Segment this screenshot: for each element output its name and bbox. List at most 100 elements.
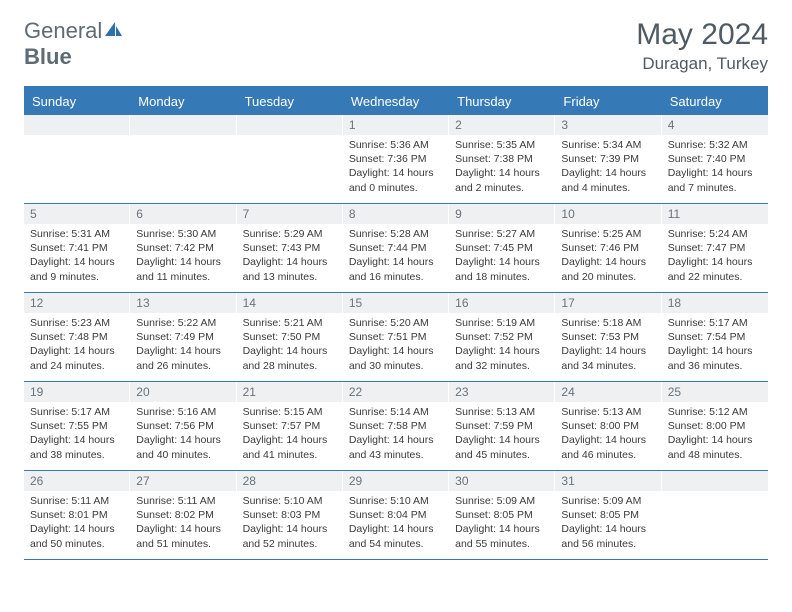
daylight-line: Daylight: 14 hours and 40 minutes. xyxy=(136,433,230,461)
day-number: 14 xyxy=(237,293,343,313)
sunrise-line: Sunrise: 5:29 AM xyxy=(243,227,337,241)
sunrise-line: Sunrise: 5:24 AM xyxy=(668,227,762,241)
sunrise-line: Sunrise: 5:13 AM xyxy=(561,405,655,419)
calendar-cell: 22Sunrise: 5:14 AMSunset: 7:58 PMDayligh… xyxy=(343,382,449,470)
daylight-line: Daylight: 14 hours and 45 minutes. xyxy=(455,433,549,461)
day-info: Sunrise: 5:17 AMSunset: 7:55 PMDaylight:… xyxy=(24,402,130,467)
day-info: Sunrise: 5:10 AMSunset: 8:03 PMDaylight:… xyxy=(237,491,343,556)
calendar-cell: 17Sunrise: 5:18 AMSunset: 7:53 PMDayligh… xyxy=(555,293,661,381)
daylight-line: Daylight: 14 hours and 20 minutes. xyxy=(561,255,655,283)
calendar-cell: 27Sunrise: 5:11 AMSunset: 8:02 PMDayligh… xyxy=(130,471,236,559)
day-info: Sunrise: 5:35 AMSunset: 7:38 PMDaylight:… xyxy=(449,135,555,200)
location: Duragan, Turkey xyxy=(636,54,768,74)
calendar-cell: 1Sunrise: 5:36 AMSunset: 7:36 PMDaylight… xyxy=(343,115,449,203)
day-info: Sunrise: 5:09 AMSunset: 8:05 PMDaylight:… xyxy=(449,491,555,556)
sunset-line: Sunset: 7:57 PM xyxy=(243,419,337,433)
daylight-line: Daylight: 14 hours and 13 minutes. xyxy=(243,255,337,283)
day-number: 29 xyxy=(343,471,449,491)
day-info: Sunrise: 5:34 AMSunset: 7:39 PMDaylight:… xyxy=(555,135,661,200)
day-info: Sunrise: 5:17 AMSunset: 7:54 PMDaylight:… xyxy=(662,313,768,378)
calendar-cell: 15Sunrise: 5:20 AMSunset: 7:51 PMDayligh… xyxy=(343,293,449,381)
day-info: Sunrise: 5:18 AMSunset: 7:53 PMDaylight:… xyxy=(555,313,661,378)
logo-text: GeneralBlue xyxy=(24,18,124,70)
logo-part1: General xyxy=(24,18,102,43)
calendar-cell: 21Sunrise: 5:15 AMSunset: 7:57 PMDayligh… xyxy=(237,382,343,470)
day-number: 28 xyxy=(237,471,343,491)
calendar-cell: 2Sunrise: 5:35 AMSunset: 7:38 PMDaylight… xyxy=(449,115,555,203)
daylight-line: Daylight: 14 hours and 0 minutes. xyxy=(349,166,443,194)
day-number: 16 xyxy=(449,293,555,313)
sunrise-line: Sunrise: 5:27 AM xyxy=(455,227,549,241)
daylight-line: Daylight: 14 hours and 54 minutes. xyxy=(349,522,443,550)
calendar-cell xyxy=(237,115,343,203)
day-number: 11 xyxy=(662,204,768,224)
calendar-cell: 10Sunrise: 5:25 AMSunset: 7:46 PMDayligh… xyxy=(555,204,661,292)
day-number: 6 xyxy=(130,204,236,224)
sunrise-line: Sunrise: 5:09 AM xyxy=(455,494,549,508)
day-number: 13 xyxy=(130,293,236,313)
daylight-line: Daylight: 14 hours and 22 minutes. xyxy=(668,255,762,283)
daylight-line: Daylight: 14 hours and 38 minutes. xyxy=(30,433,124,461)
sunset-line: Sunset: 8:01 PM xyxy=(30,508,124,522)
day-info: Sunrise: 5:21 AMSunset: 7:50 PMDaylight:… xyxy=(237,313,343,378)
sunset-line: Sunset: 7:39 PM xyxy=(561,152,655,166)
week-row: 26Sunrise: 5:11 AMSunset: 8:01 PMDayligh… xyxy=(24,471,768,560)
sunset-line: Sunset: 8:05 PM xyxy=(455,508,549,522)
sunrise-line: Sunrise: 5:10 AM xyxy=(349,494,443,508)
sunset-line: Sunset: 7:47 PM xyxy=(668,241,762,255)
day-number: 12 xyxy=(24,293,130,313)
day-number: 19 xyxy=(24,382,130,402)
day-number: 22 xyxy=(343,382,449,402)
sunrise-line: Sunrise: 5:17 AM xyxy=(668,316,762,330)
sunrise-line: Sunrise: 5:21 AM xyxy=(243,316,337,330)
day-number: 20 xyxy=(130,382,236,402)
sunrise-line: Sunrise: 5:14 AM xyxy=(349,405,443,419)
calendar-cell: 7Sunrise: 5:29 AMSunset: 7:43 PMDaylight… xyxy=(237,204,343,292)
sunset-line: Sunset: 7:54 PM xyxy=(668,330,762,344)
sunrise-line: Sunrise: 5:28 AM xyxy=(349,227,443,241)
sunrise-line: Sunrise: 5:11 AM xyxy=(136,494,230,508)
week-row: 19Sunrise: 5:17 AMSunset: 7:55 PMDayligh… xyxy=(24,382,768,471)
sunset-line: Sunset: 7:43 PM xyxy=(243,241,337,255)
day-info: Sunrise: 5:24 AMSunset: 7:47 PMDaylight:… xyxy=(662,224,768,289)
daylight-line: Daylight: 14 hours and 24 minutes. xyxy=(30,344,124,372)
day-header: Sunday xyxy=(24,88,130,115)
sunset-line: Sunset: 7:52 PM xyxy=(455,330,549,344)
daylight-line: Daylight: 14 hours and 30 minutes. xyxy=(349,344,443,372)
calendar-cell: 5Sunrise: 5:31 AMSunset: 7:41 PMDaylight… xyxy=(24,204,130,292)
day-info: Sunrise: 5:30 AMSunset: 7:42 PMDaylight:… xyxy=(130,224,236,289)
day-number: 9 xyxy=(449,204,555,224)
day-number: 21 xyxy=(237,382,343,402)
daylight-line: Daylight: 14 hours and 34 minutes. xyxy=(561,344,655,372)
sunrise-line: Sunrise: 5:15 AM xyxy=(243,405,337,419)
day-info: Sunrise: 5:11 AMSunset: 8:02 PMDaylight:… xyxy=(130,491,236,556)
day-info: Sunrise: 5:09 AMSunset: 8:05 PMDaylight:… xyxy=(555,491,661,556)
day-header: Saturday xyxy=(662,88,768,115)
day-number xyxy=(662,471,768,491)
logo-part2: Blue xyxy=(24,44,72,69)
day-info: Sunrise: 5:23 AMSunset: 7:48 PMDaylight:… xyxy=(24,313,130,378)
day-number: 8 xyxy=(343,204,449,224)
day-info: Sunrise: 5:20 AMSunset: 7:51 PMDaylight:… xyxy=(343,313,449,378)
daylight-line: Daylight: 14 hours and 43 minutes. xyxy=(349,433,443,461)
day-number: 10 xyxy=(555,204,661,224)
sunset-line: Sunset: 7:42 PM xyxy=(136,241,230,255)
daylight-line: Daylight: 14 hours and 55 minutes. xyxy=(455,522,549,550)
day-info: Sunrise: 5:36 AMSunset: 7:36 PMDaylight:… xyxy=(343,135,449,200)
day-info: Sunrise: 5:13 AMSunset: 8:00 PMDaylight:… xyxy=(555,402,661,467)
daylight-line: Daylight: 14 hours and 18 minutes. xyxy=(455,255,549,283)
calendar-cell: 30Sunrise: 5:09 AMSunset: 8:05 PMDayligh… xyxy=(449,471,555,559)
sunset-line: Sunset: 8:00 PM xyxy=(668,419,762,433)
day-number: 1 xyxy=(343,115,449,135)
sunrise-line: Sunrise: 5:18 AM xyxy=(561,316,655,330)
calendar-cell: 18Sunrise: 5:17 AMSunset: 7:54 PMDayligh… xyxy=(662,293,768,381)
calendar-cell: 20Sunrise: 5:16 AMSunset: 7:56 PMDayligh… xyxy=(130,382,236,470)
daylight-line: Daylight: 14 hours and 51 minutes. xyxy=(136,522,230,550)
calendar-cell: 4Sunrise: 5:32 AMSunset: 7:40 PMDaylight… xyxy=(662,115,768,203)
day-info: Sunrise: 5:31 AMSunset: 7:41 PMDaylight:… xyxy=(24,224,130,289)
sunrise-line: Sunrise: 5:23 AM xyxy=(30,316,124,330)
sunset-line: Sunset: 7:53 PM xyxy=(561,330,655,344)
calendar: SundayMondayTuesdayWednesdayThursdayFrid… xyxy=(24,88,768,560)
sunrise-line: Sunrise: 5:34 AM xyxy=(561,138,655,152)
daylight-line: Daylight: 14 hours and 50 minutes. xyxy=(30,522,124,550)
